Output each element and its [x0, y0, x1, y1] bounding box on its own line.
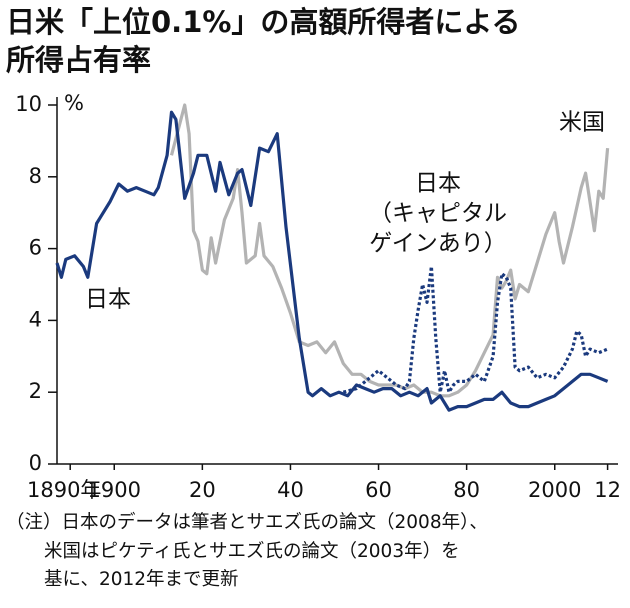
x-tick-label: 40 — [277, 478, 304, 502]
note: （注）日本のデータは筆者とサエズ氏の論文（2008年）、 — [6, 512, 488, 533]
x-tick-label: 60 — [365, 478, 392, 502]
series-label: 日本 — [85, 287, 131, 313]
x-tick-label: 1900 — [88, 478, 141, 502]
series-label: ゲインあり） — [369, 231, 507, 257]
series-label: 日本 — [415, 171, 461, 197]
y-tick-label: 6 — [29, 236, 42, 260]
line-series — [342, 264, 609, 394]
x-tick-label: 2000 — [528, 478, 581, 502]
y-axis-unit: % — [64, 91, 84, 115]
x-tick-label: 12 — [594, 478, 621, 502]
series-label: 米国 — [559, 110, 605, 136]
y-tick-label: 10 — [15, 92, 42, 116]
line-series — [55, 110, 609, 412]
y-tick-label: 0 — [29, 451, 42, 475]
y-tick-label: 2 — [29, 379, 42, 403]
chart-title: 日米「上位0.1%」の高額所得者による — [6, 5, 521, 39]
y-tick-label: 8 — [29, 164, 42, 188]
note: 基に、2012年まで更新 — [44, 569, 239, 590]
series-label: （キャピタル — [369, 201, 507, 227]
y-tick-label: 4 — [29, 307, 42, 331]
x-tick-label: 1890年 — [27, 478, 101, 502]
x-tick-label: 20 — [189, 478, 216, 502]
chart-title: 所得占有率 — [6, 43, 151, 77]
x-tick-label: 80 — [453, 478, 480, 502]
line-series — [169, 103, 610, 398]
note: 米国はピケティ氏とサエズ氏の論文（2003年）を — [44, 541, 460, 562]
